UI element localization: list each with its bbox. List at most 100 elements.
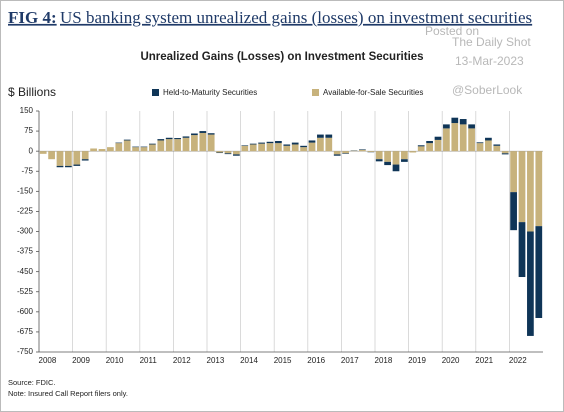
- bar: [510, 192, 517, 231]
- bar: [426, 140, 433, 144]
- watermark: Posted on: [425, 24, 479, 38]
- bar: [350, 150, 358, 152]
- bar: [65, 151, 72, 166]
- bar: [392, 164, 400, 172]
- chart-title: US banking system unrealized gains (loss…: [60, 8, 532, 27]
- y-tick-label: -675: [17, 327, 34, 336]
- bar: [485, 140, 492, 152]
- bar: [317, 137, 324, 152]
- bar: [149, 144, 156, 152]
- bar: [107, 147, 114, 152]
- x-tick-label: 2013: [207, 356, 225, 365]
- bar: [132, 146, 139, 148]
- bar: [258, 142, 265, 144]
- x-tick-label: 2014: [240, 356, 258, 365]
- bar: [224, 151, 232, 154]
- bar: [283, 144, 291, 146]
- bar: [140, 147, 148, 152]
- bar: [123, 140, 131, 152]
- bar: [459, 119, 467, 125]
- watermark: 13-Mar-2023: [455, 54, 524, 68]
- bar: [342, 153, 349, 154]
- bar: [443, 124, 450, 129]
- bar: [73, 151, 81, 165]
- x-tick-label: 2008: [39, 356, 57, 365]
- watermark: @SoberLook: [452, 83, 523, 97]
- legend-swatch: [312, 89, 319, 96]
- bar: [182, 136, 190, 138]
- bar: [493, 145, 501, 152]
- bar: [535, 151, 543, 227]
- bar: [283, 145, 291, 152]
- bar: [241, 145, 249, 146]
- bar: [65, 165, 72, 168]
- bar: [518, 222, 526, 278]
- y-tick-label: -300: [17, 227, 34, 236]
- y-tick-label: -600: [17, 307, 34, 316]
- bar: [359, 149, 366, 150]
- bar: [207, 133, 215, 135]
- x-tick-label: 2019: [408, 356, 426, 365]
- bar: [258, 143, 265, 152]
- bar: [115, 142, 123, 144]
- bar: [501, 151, 509, 154]
- bar: [300, 145, 307, 148]
- bar: [476, 143, 484, 152]
- bar: [56, 151, 64, 166]
- y-tick-label: -375: [17, 247, 34, 256]
- bar: [140, 146, 148, 148]
- bar: [199, 131, 207, 133]
- bar: [510, 151, 517, 193]
- bar: [409, 151, 417, 153]
- bar: [468, 128, 475, 152]
- bar: [73, 164, 81, 166]
- bar: [174, 138, 181, 140]
- bar: [367, 151, 375, 152]
- bar: [434, 139, 442, 152]
- legend-label: Available-for-Sale Securities: [323, 88, 423, 97]
- bar: [527, 151, 534, 232]
- note: Note: Insured Call Report filers only.: [8, 389, 128, 398]
- y-tick-label: -75: [21, 166, 33, 175]
- figure-label: FIG 4:: [8, 8, 57, 27]
- y-tick-label: -450: [17, 267, 34, 276]
- bar: [275, 143, 282, 152]
- bar: [157, 140, 165, 152]
- x-tick-label: 2018: [375, 356, 393, 365]
- bar: [216, 151, 223, 153]
- bar: [249, 144, 257, 152]
- bar: [426, 143, 433, 152]
- bar: [333, 151, 341, 155]
- bar: [266, 141, 274, 144]
- bar: [392, 151, 400, 165]
- y-tick-label: 75: [24, 126, 33, 135]
- x-tick-label: 2017: [341, 356, 359, 365]
- bar: [342, 151, 349, 154]
- bar: [39, 151, 47, 154]
- bar: [501, 153, 509, 155]
- x-tick-label: 2010: [106, 356, 124, 365]
- chart-subtitle: Unrealized Gains (Losses) on Investment …: [140, 51, 423, 63]
- bar: [233, 151, 240, 155]
- bar: [123, 139, 131, 141]
- bar: [451, 117, 459, 124]
- bar: [300, 147, 307, 152]
- y-tick-label: 0: [29, 146, 34, 155]
- bar: [359, 149, 366, 152]
- bar: [224, 153, 232, 155]
- bar: [493, 144, 501, 146]
- bar: [48, 151, 55, 160]
- bar: [149, 143, 156, 145]
- note: Source: FDIC.: [8, 378, 56, 387]
- bar: [81, 159, 89, 161]
- bar: [518, 151, 526, 223]
- x-tick-label: 2011: [140, 356, 158, 365]
- x-tick-label: 2016: [307, 356, 325, 365]
- bar: [266, 143, 274, 152]
- bar: [291, 144, 299, 152]
- bar: [333, 154, 341, 156]
- bar: [384, 161, 391, 166]
- bar: [417, 145, 425, 147]
